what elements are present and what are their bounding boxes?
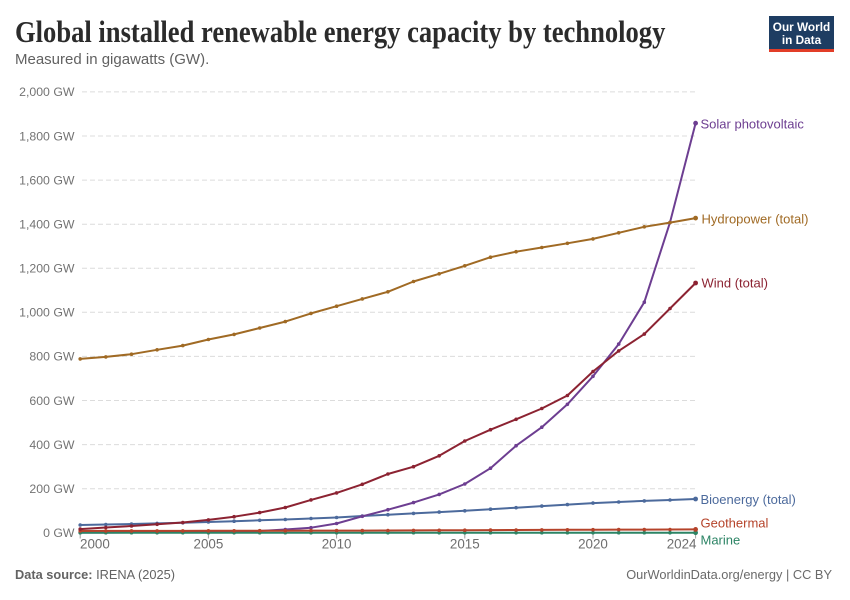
svg-text:400 GW: 400 GW xyxy=(29,438,74,452)
svg-text:2000: 2000 xyxy=(80,536,110,551)
svg-text:0 GW: 0 GW xyxy=(43,526,75,540)
svg-text:1,800 GW: 1,800 GW xyxy=(19,129,75,143)
svg-text:2020: 2020 xyxy=(578,536,608,551)
svg-text:Geothermal: Geothermal xyxy=(701,515,769,530)
svg-text:1,200 GW: 1,200 GW xyxy=(19,262,75,276)
svg-text:Bioenergy (total): Bioenergy (total) xyxy=(701,492,796,507)
svg-text:Marine: Marine xyxy=(701,532,741,547)
svg-text:2024: 2024 xyxy=(667,536,697,551)
svg-text:1,000 GW: 1,000 GW xyxy=(19,306,75,320)
svg-text:2,000 GW: 2,000 GW xyxy=(19,85,75,99)
svg-text:600 GW: 600 GW xyxy=(29,394,74,408)
svg-text:2010: 2010 xyxy=(322,536,352,551)
svg-text:200 GW: 200 GW xyxy=(29,482,74,496)
svg-text:2015: 2015 xyxy=(450,536,480,551)
svg-text:Wind (total): Wind (total) xyxy=(702,275,768,290)
svg-text:Hydropower (total): Hydropower (total) xyxy=(702,211,809,226)
svg-text:1,400 GW: 1,400 GW xyxy=(19,218,75,232)
svg-text:1,600 GW: 1,600 GW xyxy=(19,173,75,187)
svg-text:800 GW: 800 GW xyxy=(29,350,74,364)
svg-text:Solar photovoltaic: Solar photovoltaic xyxy=(701,117,805,132)
svg-text:2005: 2005 xyxy=(194,536,224,551)
